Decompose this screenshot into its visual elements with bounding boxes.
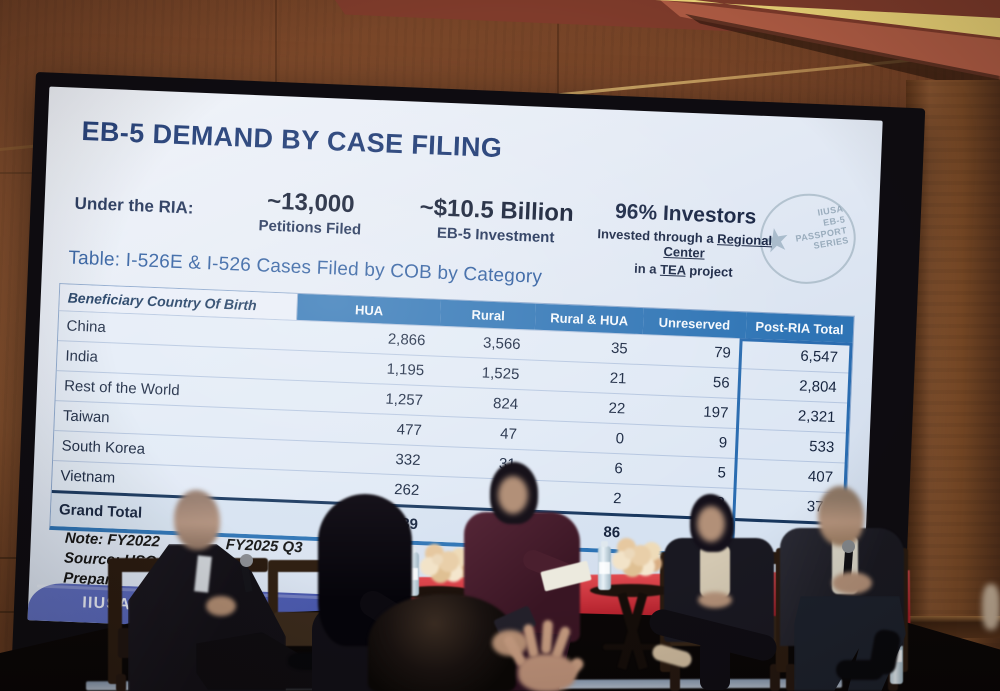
- cell-value: 0: [615, 430, 625, 448]
- panelist-3-face: [498, 476, 528, 514]
- microphone-head: [240, 554, 253, 567]
- panelist-1-face: [174, 490, 220, 550]
- cell-value: 824: [492, 395, 519, 414]
- cell-value: 477: [396, 421, 423, 440]
- cell-value: 22: [608, 399, 626, 418]
- slide-title: EB-5 DEMAND BY CASE FILING: [81, 115, 503, 164]
- note-suffix: FY2025 Q3: [225, 536, 303, 557]
- wall-seam: [0, 172, 46, 174]
- stat-petitions: ~13,000 Petitions Filed: [212, 185, 410, 240]
- cell-value: 1,195: [386, 360, 425, 380]
- cell-value: 1,525: [481, 364, 520, 384]
- panelist-4-hands: [698, 592, 732, 608]
- investors-line2-prefix: in a: [633, 260, 661, 277]
- tea-underlined: TEA: [659, 261, 687, 278]
- cell-value: 5: [717, 464, 727, 482]
- cell-value: 47: [499, 425, 518, 444]
- investors-line1: Invested through a Regional Center: [579, 225, 790, 264]
- investors-callout: 96% Investors Invested through a Regiona…: [578, 198, 791, 282]
- cell-value: 56: [712, 374, 730, 392]
- stat-investment: ~$10.5 Billion EB-5 Investment: [395, 193, 597, 248]
- header-rural-hua: Rural & HUA: [535, 303, 644, 335]
- panelist-4-blouse: [700, 544, 730, 598]
- raised-hand: [502, 616, 594, 691]
- flower-bouquet: [432, 554, 443, 565]
- cell-value: 2,866: [387, 330, 426, 350]
- cell-value: 35: [610, 339, 629, 358]
- stamp-text: IIUSA EB-5 PASSPORT SERIES: [791, 203, 850, 254]
- table-caption: Table: I-526E & I-526 Cases Filed by COB…: [67, 247, 543, 288]
- cell-value: 21: [609, 369, 627, 388]
- panelist-1-hand: [206, 596, 236, 616]
- cases-table: Beneficiary Country Of Birth HUA Rural R…: [49, 283, 855, 563]
- cell-value: 2: [612, 490, 622, 508]
- cell-value: 197: [702, 403, 729, 422]
- edge-blur-object: [982, 584, 1000, 630]
- cell-value: 3,566: [482, 334, 521, 354]
- header-postria: Post-RIA Total: [745, 312, 854, 343]
- investors-line1-prefix: Invested through a: [597, 226, 718, 247]
- cell-value: 6: [614, 460, 624, 478]
- investors-line2-suffix: project: [685, 262, 733, 280]
- cell-value: 9: [718, 434, 728, 452]
- flower-bouquet: [624, 548, 635, 559]
- wall-panel-seam: [557, 0, 559, 108]
- note-prefix: Note: FY2022: [64, 529, 161, 551]
- header-unreserved: Unreserved: [642, 308, 747, 339]
- panelist-5-face: [818, 486, 864, 546]
- cell-value: 332: [395, 451, 421, 470]
- microphone-head: [842, 540, 855, 553]
- cell-value: 2,804: [798, 377, 838, 397]
- cell-value: 2,321: [797, 407, 836, 427]
- side-table: [590, 584, 672, 691]
- wall-panel-seam: [275, 0, 277, 132]
- cell-value: 533: [808, 438, 835, 457]
- panelist-4-face: [697, 506, 725, 542]
- audience-head: [368, 594, 516, 691]
- cell-value: 79: [713, 344, 732, 362]
- panelist-4-leg: [700, 640, 730, 690]
- cell-value: 6,547: [800, 347, 839, 367]
- header-rural: Rural: [440, 299, 537, 330]
- panelist-5-hands: [832, 572, 872, 594]
- cell-value: 1,257: [385, 390, 424, 410]
- water-bottle: [598, 541, 611, 590]
- under-ria-label: Under the RIA:: [74, 193, 194, 218]
